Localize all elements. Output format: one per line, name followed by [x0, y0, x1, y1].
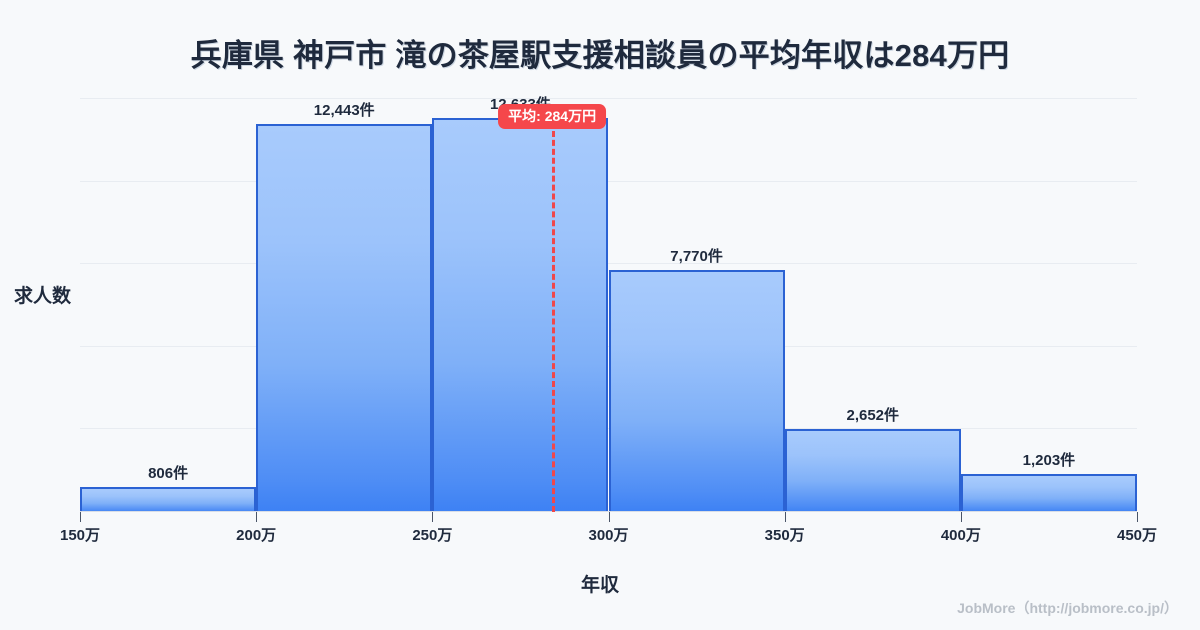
x-axis-tick: [1137, 512, 1138, 522]
x-axis-tick: [80, 512, 81, 522]
x-axis-tick-label: 450万: [1116, 527, 1158, 544]
bar-value-label: 7,770件: [670, 247, 723, 265]
x-axis-tick-label: 150万: [59, 527, 101, 544]
average-badge: 平均: 284万円: [498, 104, 607, 130]
average-line: [552, 131, 556, 512]
x-axis-tick: [256, 512, 258, 522]
y-axis-title: 求人数: [14, 286, 72, 307]
bar-value-label: 1,203件: [1022, 452, 1076, 470]
bar[interactable]: [784, 429, 961, 512]
bar-value-label: 806件: [148, 464, 189, 482]
bar[interactable]: [432, 118, 609, 512]
x-axis-tick-label: 400万: [940, 527, 981, 544]
x-axis-tick-label: 250万: [412, 527, 453, 544]
bar-value-label: 2,652件: [846, 407, 900, 425]
bar[interactable]: [960, 474, 1137, 512]
x-axis-tick-label: 350万: [764, 527, 805, 544]
bar[interactable]: [80, 486, 257, 512]
x-axis-tick: [784, 512, 786, 522]
x-axis-tick-label: 300万: [588, 527, 629, 544]
gridline: [80, 263, 1137, 264]
x-axis-line: [80, 511, 1137, 512]
x-axis-tick: [608, 512, 610, 522]
x-axis-tick: [432, 512, 434, 522]
watermark-credit: JobMore（http://jobmore.co.jp/）: [957, 600, 1178, 616]
x-axis-tick-label: 200万: [236, 527, 277, 544]
page-title: 兵庫県 神戸市 滝の茶屋駅支援相談員の平均年収は284万円: [190, 38, 1010, 73]
chart-plot-area: [80, 90, 1137, 512]
x-axis-title: 年収: [580, 575, 619, 596]
x-axis-tick: [960, 512, 962, 522]
gridline: [80, 180, 1137, 182]
bar-value-label: 12,443件: [313, 101, 375, 119]
bar[interactable]: [256, 123, 433, 512]
gridline: [80, 98, 1137, 99]
bar[interactable]: [608, 269, 785, 512]
